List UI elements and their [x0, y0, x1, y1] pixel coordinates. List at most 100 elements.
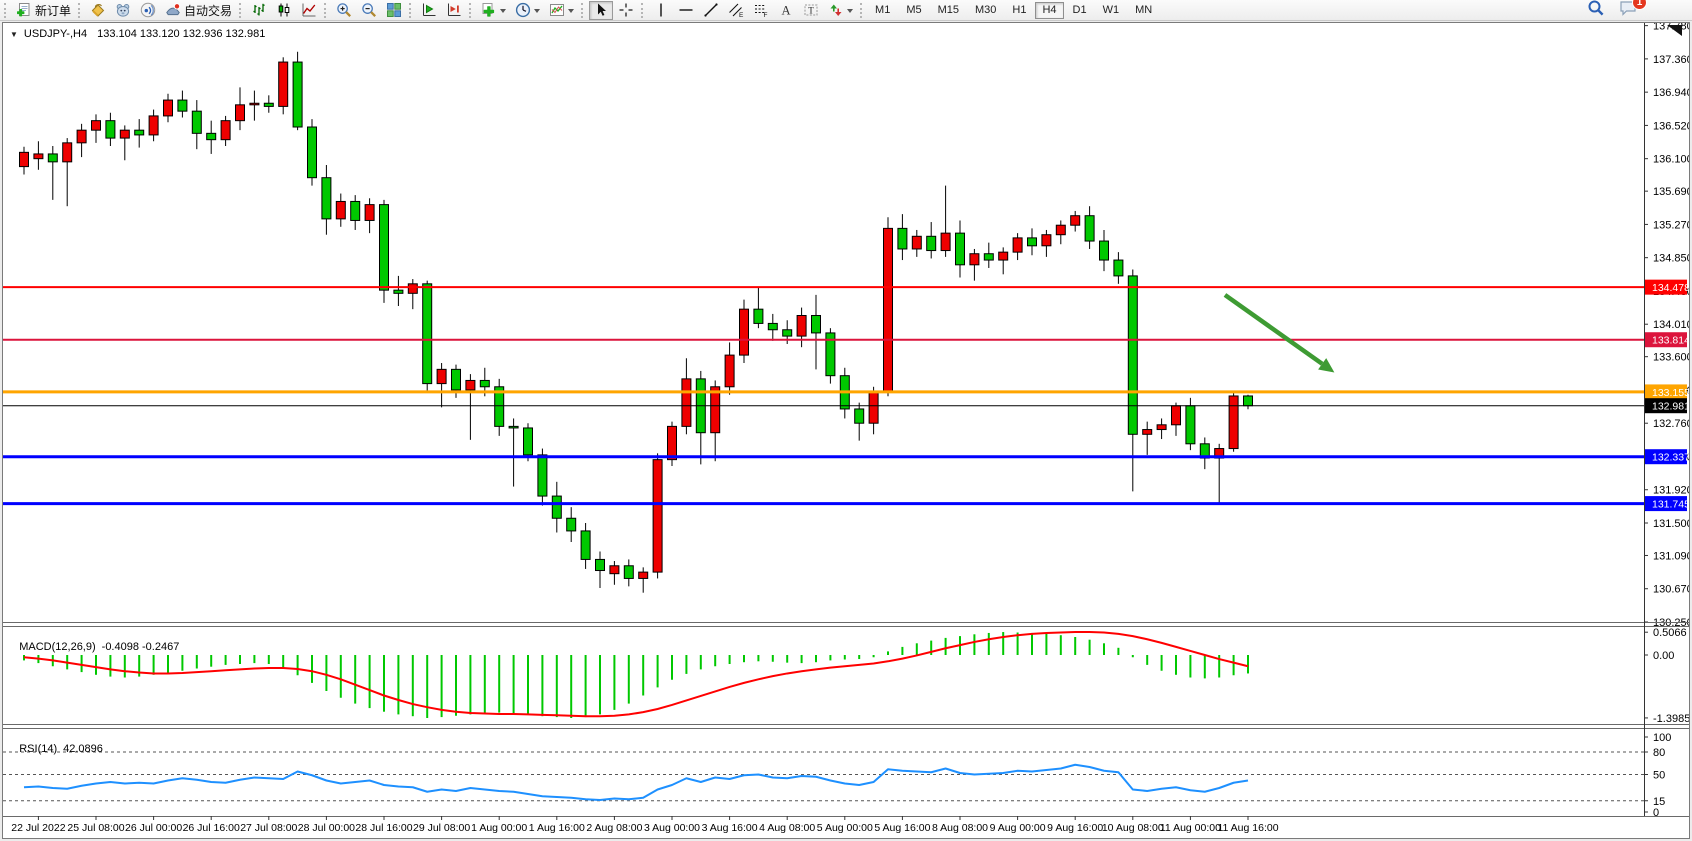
arrows-tool-button[interactable] [824, 1, 857, 20]
tf-button-M30[interactable]: M30 [975, 4, 997, 16]
tf-button-M1[interactable]: M1 [875, 4, 891, 16]
bar-chart-icon [251, 2, 267, 18]
indicators-button[interactable] [477, 1, 510, 20]
svg-text:100: 100 [1653, 732, 1671, 744]
line-chart-button[interactable] [297, 1, 321, 20]
periods-button[interactable] [511, 1, 544, 20]
chart-symbol-period: USDJPY-,H4 [23, 28, 88, 40]
svg-text:1 Aug 00:00: 1 Aug 00:00 [471, 822, 527, 834]
mql-dog-button[interactable] [111, 1, 135, 20]
chevron-down-icon [500, 8, 507, 16]
template-icon [549, 2, 565, 18]
auto-scroll-icon [421, 2, 437, 18]
auto-scroll-button[interactable] [417, 1, 441, 20]
svg-text:9 Aug 16:00: 9 Aug 16:00 [1047, 822, 1103, 834]
zoom-in-button[interactable] [332, 1, 356, 20]
svg-text:135.270: 135.270 [1653, 219, 1689, 231]
signal-button[interactable] [136, 1, 160, 20]
trendline-icon [703, 2, 719, 18]
tf-button-H1[interactable]: H1 [1012, 4, 1027, 16]
trendline-tool-button[interactable] [699, 1, 723, 20]
new-order-label: 新订单 [35, 3, 72, 18]
svg-text:4 Aug 08:00: 4 Aug 08:00 [759, 822, 815, 834]
svg-text:134.850: 134.850 [1653, 253, 1689, 265]
line-chart-icon [301, 2, 317, 18]
fibonacci-icon: F [753, 2, 769, 18]
tf-button-M5[interactable]: M5 [906, 4, 922, 16]
toolbar-right-group: 1 [1587, 0, 1690, 22]
zoom-out-button[interactable] [357, 1, 381, 20]
svg-text:1 Aug 16:00: 1 Aug 16:00 [529, 822, 585, 834]
tile-windows-icon [386, 2, 402, 18]
svg-text:80: 80 [1653, 747, 1665, 759]
indicators-icon [481, 2, 497, 18]
svg-text:132.981: 132.981 [1652, 401, 1689, 413]
horizontal-line-tool-button[interactable] [674, 1, 698, 20]
templates-button[interactable] [545, 1, 578, 20]
chevron-down-icon [568, 8, 575, 16]
tf-button-D1[interactable]: D1 [1072, 4, 1087, 16]
svg-text:26 Jul 00:00: 26 Jul 00:00 [125, 822, 182, 834]
rsi-values: 42.0896 [63, 743, 103, 755]
svg-text:5 Aug 16:00: 5 Aug 16:00 [874, 822, 930, 834]
main-toolbar: 新订单 自动交易 [0, 0, 1692, 21]
svg-text:130.670: 130.670 [1653, 584, 1689, 596]
svg-text:29 Jul 08:00: 29 Jul 08:00 [413, 822, 470, 834]
tf-button-W1[interactable]: W1 [1102, 4, 1120, 16]
svg-text:T: T [808, 6, 814, 16]
chart-ohlc-values: 133.104 133.120 132.936 132.981 [97, 28, 266, 40]
tf-button-MN[interactable]: MN [1135, 4, 1153, 16]
vertical-line-tool-button[interactable] [649, 1, 673, 20]
equidistant-channel-icon: E [728, 2, 744, 18]
zoom-out-icon [361, 2, 377, 18]
text-tool-button[interactable]: A [774, 1, 798, 20]
toolbar-grip [641, 2, 645, 18]
chart-dropdown-icon[interactable]: ▼ [10, 29, 18, 39]
chart-shift-button[interactable] [442, 1, 466, 20]
toolbar-grip [4, 2, 8, 18]
cursor-icon [593, 2, 609, 18]
candlestick-button[interactable] [272, 1, 296, 20]
svg-text:0.00: 0.00 [1653, 650, 1674, 662]
svg-text:A: A [782, 4, 791, 18]
zoom-in-icon [336, 2, 352, 18]
rsi-indicator-label: RSI(14) 42.0896 [7, 731, 103, 767]
fibonacci-tool-button[interactable]: F [749, 1, 773, 20]
svg-text:131.745: 131.745 [1652, 499, 1689, 511]
svg-text:26 Jul 16:00: 26 Jul 16:00 [183, 822, 240, 834]
svg-text:131.920: 131.920 [1653, 485, 1689, 497]
svg-text:134.010: 134.010 [1653, 319, 1689, 331]
svg-text:11 Aug 00:00: 11 Aug 00:00 [1160, 822, 1221, 834]
svg-text:132.760: 132.760 [1653, 418, 1689, 430]
svg-text:0.5066: 0.5066 [1653, 627, 1687, 639]
tf-button-M15[interactable]: M15 [937, 4, 959, 16]
autotrade-button[interactable]: 自动交易 [161, 1, 236, 20]
tile-windows-button[interactable] [382, 1, 406, 20]
crosshair-tool-button[interactable] [614, 1, 638, 20]
channel-tool-button[interactable]: E [724, 1, 748, 20]
svg-text:137.360: 137.360 [1653, 54, 1689, 66]
svg-text:-1.3985: -1.3985 [1653, 713, 1689, 725]
text-label-tool-button[interactable]: T [799, 1, 823, 20]
chart-shift-icon [446, 2, 462, 18]
search-icon[interactable] [1587, 0, 1605, 22]
svg-text:132.337: 132.337 [1652, 452, 1689, 464]
chart-canvas[interactable]: 137.780137.360136.940136.520136.100135.6… [3, 23, 1689, 838]
chevron-down-icon [847, 8, 854, 16]
macd-name: MACD(12,26,9) [19, 641, 96, 653]
svg-text:0: 0 [1653, 807, 1659, 819]
paint-bucket-button[interactable] [86, 1, 110, 20]
new-order-button[interactable]: 新订单 [12, 1, 75, 20]
svg-text:136.100: 136.100 [1653, 154, 1689, 166]
svg-text:134.478: 134.478 [1652, 282, 1689, 294]
chat-button[interactable]: 1 [1619, 0, 1647, 22]
vertical-line-icon [653, 2, 669, 18]
bar-chart-button[interactable] [247, 1, 271, 20]
cursor-tool-button[interactable] [589, 0, 614, 20]
svg-text:133.155: 133.155 [1652, 387, 1689, 399]
tf-button-H4[interactable]: H4 [1035, 1, 1064, 19]
toolbar-grip [469, 2, 473, 18]
signal-icon [140, 2, 156, 18]
dog-icon [115, 2, 131, 18]
svg-text:133.600: 133.600 [1653, 352, 1689, 364]
